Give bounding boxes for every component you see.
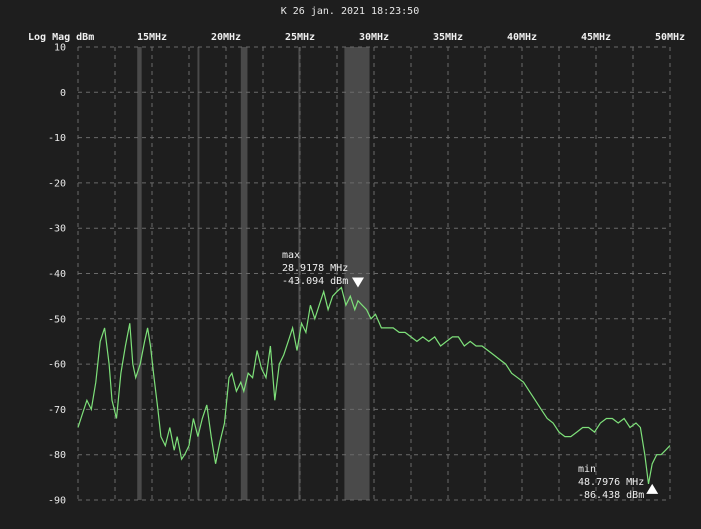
max-marker-icon: [351, 277, 364, 288]
x-tick-label: 30MHz: [359, 32, 389, 43]
max-marker-name: max: [282, 250, 300, 261]
shaded-band: [240, 47, 248, 500]
x-tick-label: 40MHz: [507, 32, 537, 43]
y-tick-label: -50: [48, 314, 66, 325]
y-tick-label: -30: [48, 224, 66, 235]
chart-title: K 26 jan. 2021 18:23:50: [281, 6, 419, 17]
grid: [77, 46, 671, 501]
shaded-band: [298, 47, 301, 500]
shaded-band: [344, 47, 370, 500]
y-tick-label: -80: [48, 450, 66, 461]
y-tick-label: -70: [48, 405, 66, 416]
markers: max 28.9178 MHz -43.094 dBm min 48.7976 MHz -…: [282, 250, 659, 501]
y-tick-labels: 10 0 -10 -20 -30 -40 -50 -60 -70 -80 -90: [48, 43, 66, 507]
min-marker-name: min: [578, 464, 596, 475]
y-tick-label: -90: [48, 496, 66, 507]
max-marker-freq: 28.9178 MHz: [282, 263, 348, 274]
min-marker-icon: [646, 483, 659, 494]
trace: [77, 286, 671, 485]
series-line: [77, 286, 671, 485]
x-tick-label: 45MHz: [581, 32, 611, 43]
x-tick-label: 15MHz: [137, 32, 167, 43]
shaded-band: [137, 47, 142, 500]
y-tick-label: -40: [48, 269, 66, 280]
min-marker-value: -86.438 dBm: [578, 490, 644, 501]
y-tick-label: -20: [48, 178, 66, 189]
x-tick-label: 50MHz: [655, 32, 685, 43]
y-tick-label: 0: [60, 88, 66, 99]
shaded-bands: [137, 47, 370, 500]
max-marker-value: -43.094 dBm: [282, 276, 348, 287]
y-tick-label: 10: [54, 43, 66, 54]
min-marker-freq: 48.7976 MHz: [578, 477, 644, 488]
y-tick-label: -10: [48, 133, 66, 144]
x-tick-label: 20MHz: [211, 32, 241, 43]
x-tick-labels: 15MHz 20MHz 25MHz 30MHz 35MHz 40MHz 45MHz 50MHz: [137, 32, 685, 43]
x-tick-label: 25MHz: [285, 32, 315, 43]
x-tick-label: 35MHz: [433, 32, 463, 43]
y-tick-label: -60: [48, 360, 66, 371]
y-axis-label: Log Mag dBm: [28, 32, 94, 43]
